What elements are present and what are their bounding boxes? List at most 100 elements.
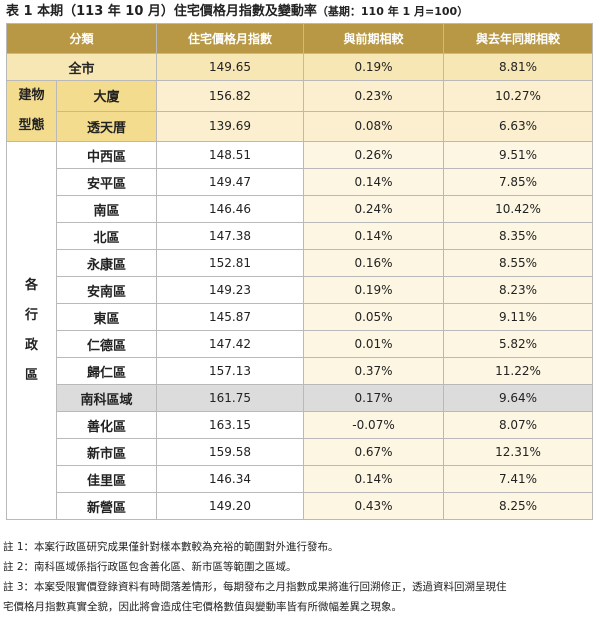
index-cell: 156.82 xyxy=(156,80,305,112)
table-row: 歸仁區 157.13 0.37% 11.22% xyxy=(7,357,594,385)
index-cell: 147.38 xyxy=(156,222,305,250)
index-cell: 149.65 xyxy=(156,53,305,81)
row-label: 南區 xyxy=(55,195,158,223)
index-cell: 148.51 xyxy=(156,141,305,169)
mom-cell: 0.37% xyxy=(303,357,445,385)
mom-cell: 0.01% xyxy=(303,330,445,358)
table-row: 南區 146.46 0.24% 10.42% xyxy=(7,195,594,223)
group-char: 建物 xyxy=(18,88,45,103)
table-row: 新市區 159.58 0.67% 12.31% xyxy=(7,438,594,466)
mom-cell: 0.24% xyxy=(303,195,445,223)
row-label: 南科區域 xyxy=(55,384,158,412)
table-row-highlight: 南科區域 161.75 0.17% 9.64% xyxy=(7,384,594,412)
header-index: 住宅價格月指數 xyxy=(156,23,305,54)
row-label: 佳里區 xyxy=(55,465,158,493)
yoy-cell: 8.07% xyxy=(443,411,594,439)
footnotes: 註 1：本案行政區研究成果僅針對樣本數較為充裕的範圍對外進行發布。 註 2：南科… xyxy=(3,537,597,617)
row-label: 中西區 xyxy=(55,141,158,169)
index-cell: 157.13 xyxy=(156,357,305,385)
mom-cell: 0.05% xyxy=(303,303,445,331)
footnote-3: 註 3：本案受限實價登錄資料有時間落差情形，每期發布之月指數成果將進行回溯修正，… xyxy=(3,581,507,593)
table-row: 安南區 149.23 0.19% 8.23% xyxy=(7,276,594,304)
mom-cell: 0.19% xyxy=(303,276,445,304)
mom-cell: 0.23% xyxy=(303,80,445,112)
index-cell: 145.87 xyxy=(156,303,305,331)
mom-cell: 0.43% xyxy=(303,492,445,520)
housing-price-index-table: 分類 住宅價格月指數 與前期相較 與去年同期相較 全市 149.65 0.19%… xyxy=(5,23,594,520)
index-cell: 149.47 xyxy=(156,168,305,196)
table-row: 仁德區 147.42 0.01% 5.82% xyxy=(7,330,594,358)
yoy-cell: 8.81% xyxy=(443,53,594,81)
mom-cell: 0.16% xyxy=(303,249,445,277)
index-cell: 161.75 xyxy=(156,384,305,412)
mom-cell: 0.14% xyxy=(303,222,445,250)
row-label: 北區 xyxy=(55,222,158,250)
footnote-1: 註 1：本案行政區研究成果僅針對樣本數較為充裕的範圍對外進行發布。 xyxy=(3,541,339,553)
yoy-cell: 8.55% xyxy=(443,249,594,277)
yoy-cell: 8.25% xyxy=(443,492,594,520)
row-label: 安平區 xyxy=(55,168,158,196)
row-label: 大廈 xyxy=(55,80,158,112)
yoy-cell: 5.82% xyxy=(443,330,594,358)
table-title-main: 表 1 本期（113 年 10 月）住宅價格月指數及變動率 xyxy=(6,4,317,19)
index-cell: 146.46 xyxy=(156,195,305,223)
table-row: 東區 145.87 0.05% 9.11% xyxy=(7,303,594,331)
index-cell: 149.20 xyxy=(156,492,305,520)
mom-cell: 0.14% xyxy=(303,465,445,493)
mom-cell: 0.17% xyxy=(303,384,445,412)
table-row: 佳里區 146.34 0.14% 7.41% xyxy=(7,465,594,493)
mom-cell: -0.07% xyxy=(303,411,445,439)
table-title-base: （基期：110 年 1 月=100） xyxy=(316,5,469,18)
row-label: 仁德區 xyxy=(55,330,158,358)
table-row: 北區 147.38 0.14% 8.35% xyxy=(7,222,594,250)
yoy-cell: 8.35% xyxy=(443,222,594,250)
row-label: 安南區 xyxy=(55,276,158,304)
table-row-total: 全市 149.65 0.19% 8.81% xyxy=(5,53,594,81)
table-row: 新營區 149.20 0.43% 8.25% xyxy=(7,492,594,520)
yoy-cell: 6.63% xyxy=(443,110,594,142)
mom-cell: 0.67% xyxy=(303,438,445,466)
mom-cell: 0.26% xyxy=(303,141,445,169)
index-cell: 163.15 xyxy=(156,411,305,439)
row-label: 透天厝 xyxy=(55,110,158,142)
header-category: 分類 xyxy=(5,23,158,54)
index-cell: 146.34 xyxy=(156,465,305,493)
group-char: 政 xyxy=(24,337,38,353)
group-char: 行 xyxy=(24,307,38,323)
footnote-2: 註 2：南科區域係指行政區包含善化區、新市區等範圍之區域。 xyxy=(3,561,297,573)
header-mom: 與前期相較 xyxy=(303,23,445,54)
yoy-cell: 9.11% xyxy=(443,303,594,331)
index-cell: 159.58 xyxy=(156,438,305,466)
index-cell: 139.69 xyxy=(156,110,305,142)
group-char: 區 xyxy=(24,367,38,383)
mom-cell: 0.19% xyxy=(303,53,445,81)
row-label: 東區 xyxy=(55,303,158,331)
yoy-cell: 9.51% xyxy=(443,141,594,169)
table-title: 表 1 本期（113 年 10 月）住宅價格月指數及變動率（基期：110 年 1… xyxy=(6,3,468,21)
group-char: 各 xyxy=(24,277,38,293)
row-label: 全市 xyxy=(5,53,158,81)
yoy-cell: 7.41% xyxy=(443,465,594,493)
mom-cell: 0.08% xyxy=(303,110,445,142)
row-label: 新營區 xyxy=(55,492,158,520)
district-group-label: 各 行 政 區 xyxy=(6,141,57,520)
row-label: 新市區 xyxy=(55,438,158,466)
yoy-cell: 7.85% xyxy=(443,168,594,196)
yoy-cell: 9.64% xyxy=(443,384,594,412)
header-yoy: 與去年同期相較 xyxy=(443,23,594,54)
table-row: 永康區 152.81 0.16% 8.55% xyxy=(7,249,594,277)
row-label: 善化區 xyxy=(55,411,158,439)
table-row: 善化區 163.15 -0.07% 8.07% xyxy=(7,411,594,439)
footnote-3-continued: 宅價格月指數真實全貌，因此將會造成住宅價格數值與變動率皆有所微幅差異之現象。 xyxy=(3,601,402,613)
yoy-cell: 11.22% xyxy=(443,357,594,385)
index-cell: 152.81 xyxy=(156,249,305,277)
table-row: 各 行 政 區 中西區 148.51 0.26% 9.51% xyxy=(6,141,594,520)
row-label: 永康區 xyxy=(55,249,158,277)
table-row: 安平區 149.47 0.14% 7.85% xyxy=(7,168,594,196)
table-row: 建物 型態 大廈 156.82 0.23% 10.27% xyxy=(6,80,594,142)
yoy-cell: 8.23% xyxy=(443,276,594,304)
mom-cell: 0.14% xyxy=(303,168,445,196)
building-type-group-label: 建物 型態 xyxy=(6,80,57,142)
row-label: 歸仁區 xyxy=(55,357,158,385)
index-cell: 149.23 xyxy=(156,276,305,304)
